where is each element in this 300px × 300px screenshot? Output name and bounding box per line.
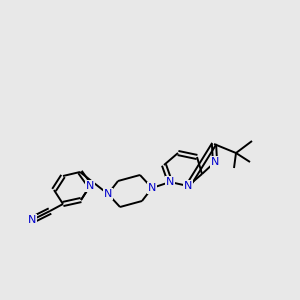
Text: N: N (184, 181, 192, 191)
Text: N: N (166, 177, 174, 187)
Text: N: N (104, 189, 112, 199)
Text: N: N (86, 181, 94, 191)
Text: N: N (28, 215, 36, 225)
Text: N: N (211, 157, 219, 167)
Text: N: N (148, 183, 156, 193)
